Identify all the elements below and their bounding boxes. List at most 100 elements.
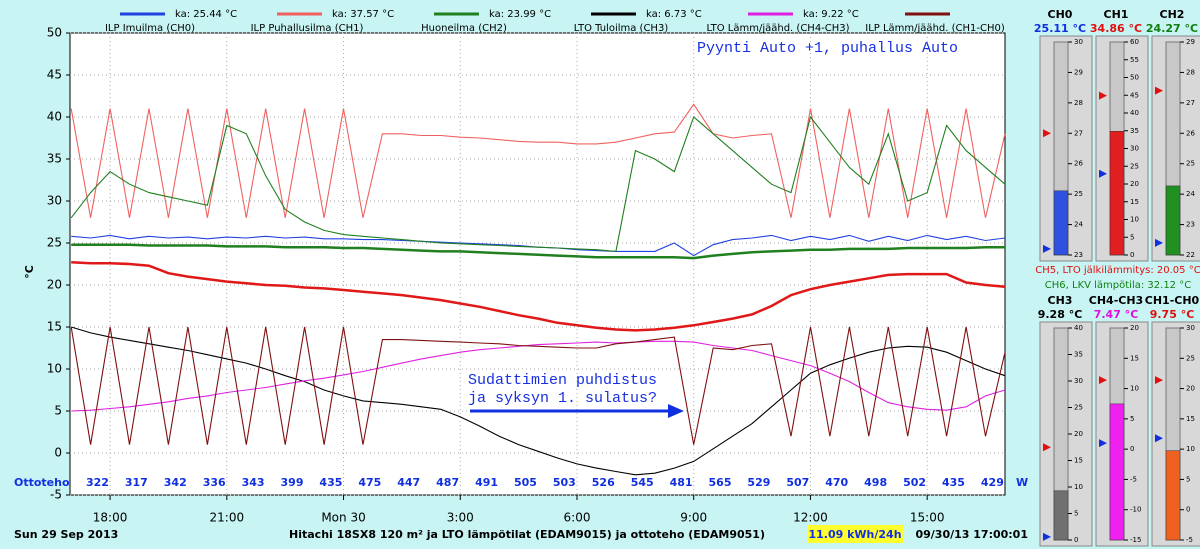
legend-label: ILP Puhallusilma (CH1)	[251, 23, 364, 34]
power-value: 336	[203, 476, 226, 489]
min-marker	[1155, 434, 1163, 443]
gauge-tick-label: 0	[1186, 506, 1190, 514]
gauge-value: 9.28 °C	[1038, 308, 1083, 321]
power-value: 487	[436, 476, 459, 489]
max-marker	[1043, 129, 1051, 138]
gauge-tick-label: 25	[1074, 404, 1083, 412]
power-value: 503	[553, 476, 576, 489]
power-unit: W	[1016, 476, 1028, 489]
thick-line	[71, 243, 1005, 260]
x-tick-label: 12:00	[793, 511, 828, 525]
annotation: ja syksyn 1. sulatus?	[468, 390, 657, 407]
power-value: 435	[319, 476, 342, 489]
gauge-tick-label: 25	[1130, 162, 1139, 170]
power-value: 545	[631, 476, 654, 489]
x-tick-label: 3:00	[447, 511, 474, 525]
gauge-tick-label: 5	[1130, 415, 1134, 423]
gauge-tick-label: 20	[1186, 385, 1195, 393]
power-value: 317	[125, 476, 148, 489]
max-marker	[1155, 376, 1163, 385]
chart-title: Hitachi 18SX8 120 m² ja LTO lämpötilat (…	[289, 528, 765, 541]
gauge-tick-label: 23	[1186, 221, 1195, 229]
gauge-tick-label: 40	[1074, 324, 1083, 332]
legend-label: Huoneilma (CH2)	[421, 23, 507, 34]
gauge-fill	[1109, 403, 1125, 541]
power-value: 322	[86, 476, 109, 489]
gauge-name: CH1	[1104, 8, 1129, 21]
gauge-name: CH3	[1048, 294, 1073, 307]
max-marker	[1099, 376, 1107, 385]
gauge-tick-label: 22	[1186, 251, 1195, 259]
gauge-tick-label: 28	[1074, 99, 1083, 107]
legend-note: ka: 6.73 °C	[646, 9, 702, 20]
x-tick-label: Mon 30	[321, 511, 365, 525]
power-value: 565	[709, 476, 732, 489]
readout: CH6, LKV lämpötila: 32.12 °C	[1045, 280, 1191, 291]
series-line	[70, 115, 1006, 252]
gauge-tick-label: 26	[1186, 129, 1195, 137]
y-tick-label: 5	[54, 404, 62, 418]
gauge-tick-label: -5	[1186, 536, 1193, 544]
gauge-name: CH2	[1160, 8, 1185, 21]
gauge-tick-label: 50	[1130, 74, 1139, 82]
gauge-tick-label: 15	[1186, 415, 1195, 423]
gauge-tick-label: 35	[1130, 127, 1139, 135]
legend-note: ka: 37.57 °C	[332, 9, 394, 20]
energy-box	[807, 525, 903, 543]
y-tick-label: 15	[47, 320, 62, 334]
timestamp: 09/30/13 17:00:01	[915, 528, 1028, 541]
gauge-name: CH4-CH3	[1089, 294, 1143, 307]
gauge-tick-label: 35	[1074, 351, 1083, 359]
y-tick-label: 35	[47, 152, 62, 166]
y-tick-label: 45	[47, 68, 62, 82]
gauge-tick-label: 55	[1130, 56, 1139, 64]
gauge-tick-label: 25	[1186, 354, 1195, 362]
gauge-name: CH1-CH0	[1145, 294, 1200, 307]
power-value: 529	[747, 476, 770, 489]
y-tick-label: 25	[47, 236, 62, 250]
gauge-tick-label: 10	[1074, 483, 1083, 491]
gauge-tick-label: 20	[1074, 430, 1083, 438]
gauge-tick-label: 25	[1186, 160, 1195, 168]
gauge-tick-label: 27	[1186, 99, 1195, 107]
x-tick-label: 18:00	[93, 511, 128, 525]
gauge-value: 34.86 °C	[1090, 22, 1142, 35]
gauge-tick-label: 15	[1074, 457, 1083, 465]
gauge-tick-label: 5	[1130, 233, 1134, 241]
readout: CH5, LTO jälkilämmitys: 20.05 °C	[1035, 265, 1200, 276]
gauge-tick-label: 20	[1130, 180, 1139, 188]
y-tick-label: -5	[50, 488, 62, 502]
series-line	[71, 326, 1006, 476]
min-marker	[1099, 169, 1107, 178]
gauge-tick-label: 0	[1074, 536, 1078, 544]
gauge-tick-label: 30	[1186, 324, 1195, 332]
y-axis-label: °C	[23, 265, 36, 279]
max-marker	[1099, 91, 1107, 100]
annotation: Sudattimien puhdistus	[468, 372, 657, 389]
gauge-tick-label: 24	[1074, 221, 1083, 229]
power-value: 447	[397, 476, 420, 489]
gauge-tick-label: 24	[1186, 190, 1195, 198]
y-tick-label: 10	[47, 362, 62, 376]
power-value: 429	[981, 476, 1004, 489]
x-tick-label: 15:00	[910, 511, 945, 525]
gauge-value: 25.11 °C	[1034, 22, 1086, 35]
x-tick-label: 21:00	[210, 511, 245, 525]
gauge-tick-label: 30	[1074, 38, 1083, 46]
power-value: 399	[281, 476, 304, 489]
gauges: CH5, LTO jälkilämmitys: 20.05 °C CH6, LKV…	[1034, 8, 1200, 547]
power-value: 435	[942, 476, 965, 489]
max-marker	[1043, 443, 1051, 452]
power-value: 475	[358, 476, 381, 489]
gauge-tick-label: 0	[1130, 445, 1134, 453]
legend-label: LTO Tuloilma (CH3)	[574, 23, 669, 34]
gauge-tick-label: 29	[1074, 68, 1083, 76]
gauge-tick-label: 60	[1130, 38, 1139, 46]
series-line	[70, 103, 1006, 218]
gauge-value: 9.75 °C	[1150, 308, 1195, 321]
power-label: Ottoteho	[14, 476, 70, 489]
gauge-name: CH0	[1048, 8, 1073, 21]
gauge-tick-label: 10	[1130, 385, 1139, 393]
